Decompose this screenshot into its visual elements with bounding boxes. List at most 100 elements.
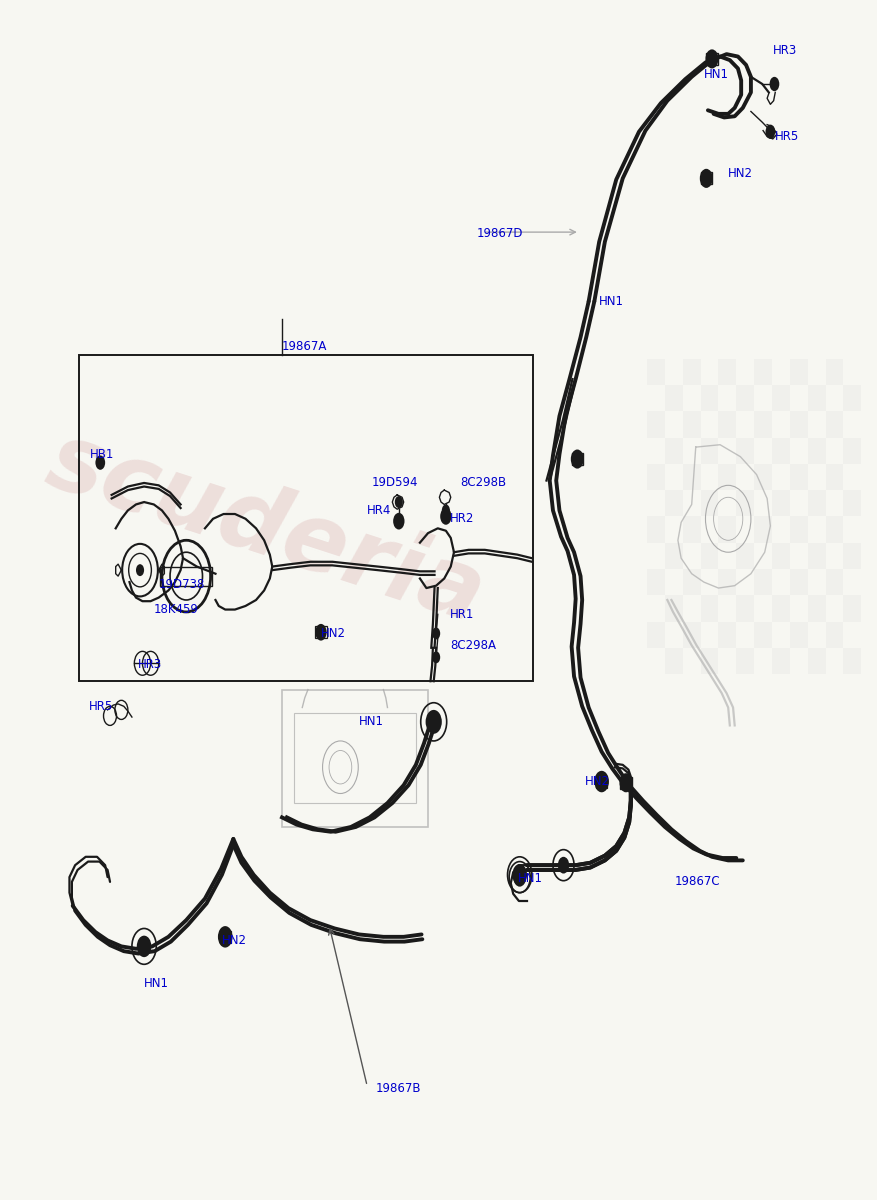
Bar [79, 355, 533, 682]
Bar [790, 569, 808, 595]
Bar [647, 412, 665, 438]
Bar [772, 490, 790, 516]
Bar [160, 566, 212, 586]
Bar [825, 622, 844, 648]
Bar [790, 516, 808, 542]
Bar [844, 490, 861, 516]
Bar [790, 622, 808, 648]
Text: scuderia: scuderia [36, 414, 496, 642]
Bar [825, 464, 844, 490]
Bar [683, 622, 701, 648]
Bar [683, 464, 701, 490]
Text: HN1: HN1 [598, 295, 624, 308]
Text: 18K459: 18K459 [153, 604, 199, 616]
Bar [683, 569, 701, 595]
Circle shape [395, 496, 403, 508]
Bar [737, 438, 754, 464]
Circle shape [700, 169, 713, 188]
Text: HN1: HN1 [144, 977, 169, 990]
Bar [808, 385, 825, 412]
Circle shape [766, 125, 775, 139]
Bar [596, 775, 607, 787]
Bar [754, 569, 772, 595]
Bar [219, 931, 231, 943]
Bar [772, 648, 790, 674]
Bar [647, 516, 665, 542]
Bar [718, 464, 737, 490]
Circle shape [217, 926, 232, 948]
Bar [683, 359, 701, 385]
Bar [844, 648, 861, 674]
Circle shape [315, 624, 326, 641]
Bar [844, 595, 861, 622]
Bar [620, 776, 631, 788]
Bar [282, 690, 428, 827]
Bar [647, 569, 665, 595]
Bar [754, 464, 772, 490]
Bar [701, 385, 718, 412]
Text: HR3: HR3 [773, 44, 797, 58]
Text: HB1: HB1 [89, 448, 114, 461]
Bar [772, 542, 790, 569]
Bar [825, 516, 844, 542]
Text: HN1: HN1 [704, 68, 729, 80]
Text: 8C298A: 8C298A [450, 638, 496, 652]
Bar [808, 648, 825, 674]
Text: 19867B: 19867B [375, 1082, 421, 1096]
Bar [754, 359, 772, 385]
Bar [772, 438, 790, 464]
Circle shape [425, 710, 442, 733]
Bar [701, 595, 718, 622]
Circle shape [393, 512, 404, 529]
Text: 19867A: 19867A [282, 341, 327, 353]
Bar [665, 648, 683, 674]
Text: HN1: HN1 [518, 872, 543, 884]
Bar [718, 569, 737, 595]
Bar [754, 622, 772, 648]
Bar [737, 542, 754, 569]
Bar [772, 385, 790, 412]
Bar [683, 412, 701, 438]
Bar [844, 438, 861, 464]
Bar [294, 714, 416, 803]
Bar [844, 385, 861, 412]
Bar [737, 490, 754, 516]
Text: HR5: HR5 [89, 700, 113, 713]
Bar [825, 569, 844, 595]
Bar [844, 542, 861, 569]
Bar [665, 385, 683, 412]
Bar [754, 412, 772, 438]
Bar [315, 626, 326, 638]
Circle shape [619, 773, 632, 792]
Bar [701, 173, 712, 185]
Bar [772, 595, 790, 622]
Bar [647, 359, 665, 385]
Circle shape [770, 77, 780, 91]
Text: HN2: HN2 [321, 626, 346, 640]
Bar [701, 648, 718, 674]
Text: HR3: HR3 [138, 658, 162, 671]
Bar [683, 516, 701, 542]
Text: HN2: HN2 [585, 775, 610, 788]
Bar [737, 648, 754, 674]
Text: 19D738: 19D738 [159, 578, 205, 590]
Circle shape [432, 652, 440, 664]
Bar [665, 438, 683, 464]
Bar [737, 385, 754, 412]
Text: HN2: HN2 [728, 167, 753, 180]
Circle shape [595, 770, 609, 792]
Bar [665, 490, 683, 516]
Circle shape [705, 49, 718, 68]
Text: HR1: HR1 [450, 608, 474, 620]
Bar [754, 516, 772, 542]
Bar [790, 464, 808, 490]
Bar [665, 595, 683, 622]
Circle shape [136, 564, 144, 576]
Circle shape [512, 864, 527, 886]
Text: HR5: HR5 [775, 130, 800, 143]
Bar [825, 359, 844, 385]
Bar [647, 622, 665, 648]
Text: HN1: HN1 [359, 715, 384, 728]
Circle shape [558, 857, 569, 874]
Bar [701, 490, 718, 516]
